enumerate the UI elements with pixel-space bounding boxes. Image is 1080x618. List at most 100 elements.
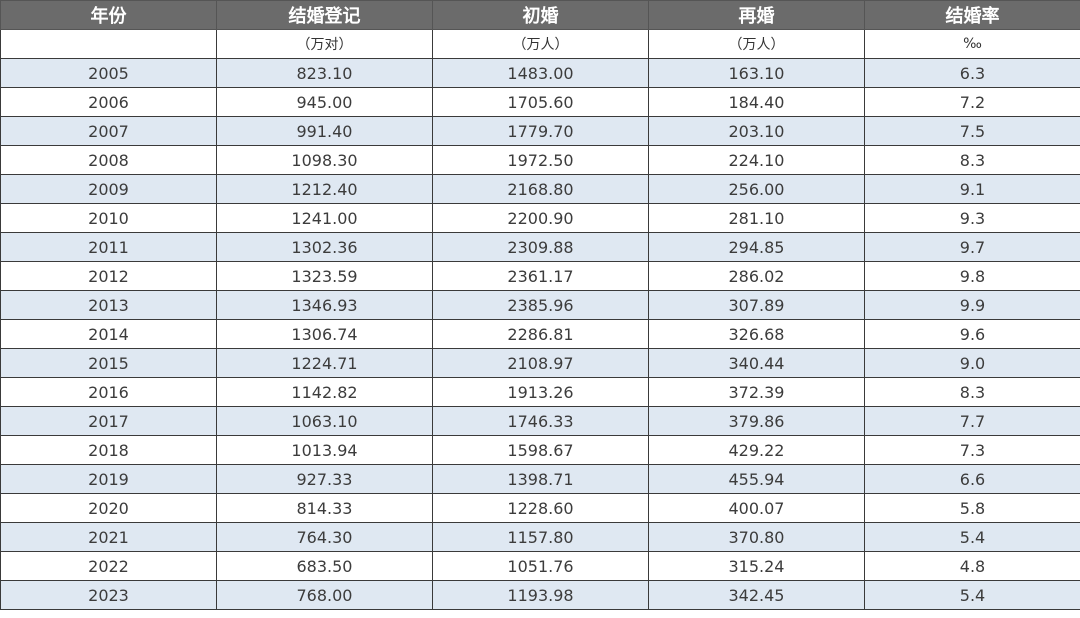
cell-remarriage: 286.02 bbox=[648, 261, 865, 291]
cell-marriage-registration: 1323.59 bbox=[216, 261, 433, 291]
cell-marriage-registration: 945.00 bbox=[216, 87, 433, 117]
cell-first-marriage: 1228.60 bbox=[432, 493, 649, 523]
cell-first-marriage: 1483.00 bbox=[432, 58, 649, 88]
cell-first-marriage: 2108.97 bbox=[432, 348, 649, 378]
table-row: 2021 764.30 1157.80 370.80 5.4 bbox=[0, 522, 1080, 552]
cell-year: 2017 bbox=[0, 406, 217, 436]
cell-year: 2016 bbox=[0, 377, 217, 407]
cell-remarriage: 400.07 bbox=[648, 493, 865, 523]
table-row: 2020 814.33 1228.60 400.07 5.8 bbox=[0, 493, 1080, 523]
cell-first-marriage: 1051.76 bbox=[432, 551, 649, 581]
cell-marriage-registration: 1346.93 bbox=[216, 290, 433, 320]
cell-remarriage: 455.94 bbox=[648, 464, 865, 494]
cell-marriage-rate: 7.3 bbox=[864, 435, 1080, 465]
table-row: 2015 1224.71 2108.97 340.44 9.0 bbox=[0, 348, 1080, 378]
table-row: 2005 823.10 1483.00 163.10 6.3 bbox=[0, 58, 1080, 88]
cell-marriage-rate: 4.8 bbox=[864, 551, 1080, 581]
cell-remarriage: 294.85 bbox=[648, 232, 865, 262]
unit-first-marriage: （万人） bbox=[432, 29, 649, 59]
cell-marriage-registration: 927.33 bbox=[216, 464, 433, 494]
cell-marriage-rate: 6.6 bbox=[864, 464, 1080, 494]
cell-marriage-registration: 1306.74 bbox=[216, 319, 433, 349]
cell-remarriage: 184.40 bbox=[648, 87, 865, 117]
cell-first-marriage: 1779.70 bbox=[432, 116, 649, 146]
cell-remarriage: 224.10 bbox=[648, 145, 865, 175]
unit-remarriage: （万人） bbox=[648, 29, 865, 59]
cell-year: 2018 bbox=[0, 435, 217, 465]
cell-marriage-registration: 823.10 bbox=[216, 58, 433, 88]
cell-marriage-registration: 1241.00 bbox=[216, 203, 433, 233]
cell-marriage-rate: 5.4 bbox=[864, 580, 1080, 610]
header-marriage-rate: 结婚率 bbox=[864, 0, 1080, 30]
cell-first-marriage: 1913.26 bbox=[432, 377, 649, 407]
cell-first-marriage: 1398.71 bbox=[432, 464, 649, 494]
cell-remarriage: 429.22 bbox=[648, 435, 865, 465]
cell-first-marriage: 2286.81 bbox=[432, 319, 649, 349]
cell-year: 2023 bbox=[0, 580, 217, 610]
cell-marriage-registration: 1063.10 bbox=[216, 406, 433, 436]
unit-year bbox=[0, 29, 217, 59]
cell-year: 2021 bbox=[0, 522, 217, 552]
cell-first-marriage: 1705.60 bbox=[432, 87, 649, 117]
cell-marriage-registration: 1142.82 bbox=[216, 377, 433, 407]
cell-marriage-registration: 1013.94 bbox=[216, 435, 433, 465]
cell-marriage-registration: 683.50 bbox=[216, 551, 433, 581]
table-row: 2016 1142.82 1913.26 372.39 8.3 bbox=[0, 377, 1080, 407]
unit-marriage-rate: ‰ bbox=[864, 29, 1080, 59]
cell-first-marriage: 1193.98 bbox=[432, 580, 649, 610]
table-row: 2010 1241.00 2200.90 281.10 9.3 bbox=[0, 203, 1080, 233]
unit-row: （万对） （万人） （万人） ‰ bbox=[0, 29, 1080, 59]
cell-first-marriage: 1746.33 bbox=[432, 406, 649, 436]
cell-marriage-registration: 1212.40 bbox=[216, 174, 433, 204]
cell-marriage-rate: 9.0 bbox=[864, 348, 1080, 378]
cell-marriage-registration: 768.00 bbox=[216, 580, 433, 610]
table-row: 2006 945.00 1705.60 184.40 7.2 bbox=[0, 87, 1080, 117]
cell-remarriage: 281.10 bbox=[648, 203, 865, 233]
cell-marriage-rate: 7.2 bbox=[864, 87, 1080, 117]
table-row: 2013 1346.93 2385.96 307.89 9.9 bbox=[0, 290, 1080, 320]
cell-marriage-rate: 7.7 bbox=[864, 406, 1080, 436]
cell-marriage-registration: 1224.71 bbox=[216, 348, 433, 378]
cell-year: 2010 bbox=[0, 203, 217, 233]
cell-remarriage: 370.80 bbox=[648, 522, 865, 552]
cell-remarriage: 203.10 bbox=[648, 116, 865, 146]
cell-year: 2007 bbox=[0, 116, 217, 146]
cell-marriage-rate: 9.8 bbox=[864, 261, 1080, 291]
cell-marriage-rate: 9.6 bbox=[864, 319, 1080, 349]
table-row: 2023 768.00 1193.98 342.45 5.4 bbox=[0, 580, 1080, 610]
table-row: 2007 991.40 1779.70 203.10 7.5 bbox=[0, 116, 1080, 146]
cell-remarriage: 256.00 bbox=[648, 174, 865, 204]
table-row: 2009 1212.40 2168.80 256.00 9.1 bbox=[0, 174, 1080, 204]
header-first-marriage: 初婚 bbox=[432, 0, 649, 30]
cell-remarriage: 372.39 bbox=[648, 377, 865, 407]
table-row: 2012 1323.59 2361.17 286.02 9.8 bbox=[0, 261, 1080, 291]
cell-year: 2015 bbox=[0, 348, 217, 378]
cell-marriage-rate: 9.7 bbox=[864, 232, 1080, 262]
cell-marriage-registration: 1098.30 bbox=[216, 145, 433, 175]
cell-remarriage: 315.24 bbox=[648, 551, 865, 581]
cell-first-marriage: 2309.88 bbox=[432, 232, 649, 262]
cell-first-marriage: 1157.80 bbox=[432, 522, 649, 552]
table-row: 2022 683.50 1051.76 315.24 4.8 bbox=[0, 551, 1080, 581]
cell-year: 2020 bbox=[0, 493, 217, 523]
cell-marriage-registration: 1302.36 bbox=[216, 232, 433, 262]
cell-remarriage: 340.44 bbox=[648, 348, 865, 378]
table-row: 2019 927.33 1398.71 455.94 6.6 bbox=[0, 464, 1080, 494]
cell-marriage-rate: 5.8 bbox=[864, 493, 1080, 523]
cell-marriage-rate: 6.3 bbox=[864, 58, 1080, 88]
cell-first-marriage: 2385.96 bbox=[432, 290, 649, 320]
header-marriage-registration: 结婚登记 bbox=[216, 0, 433, 30]
cell-year: 2022 bbox=[0, 551, 217, 581]
table-body: 2005 823.10 1483.00 163.10 6.3 2006 945.… bbox=[0, 58, 1080, 610]
cell-remarriage: 326.68 bbox=[648, 319, 865, 349]
cell-year: 2005 bbox=[0, 58, 217, 88]
unit-marriage-registration: （万对） bbox=[216, 29, 433, 59]
cell-marriage-rate: 5.4 bbox=[864, 522, 1080, 552]
cell-first-marriage: 1972.50 bbox=[432, 145, 649, 175]
cell-first-marriage: 1598.67 bbox=[432, 435, 649, 465]
cell-remarriage: 342.45 bbox=[648, 580, 865, 610]
cell-marriage-rate: 9.3 bbox=[864, 203, 1080, 233]
cell-first-marriage: 2168.80 bbox=[432, 174, 649, 204]
